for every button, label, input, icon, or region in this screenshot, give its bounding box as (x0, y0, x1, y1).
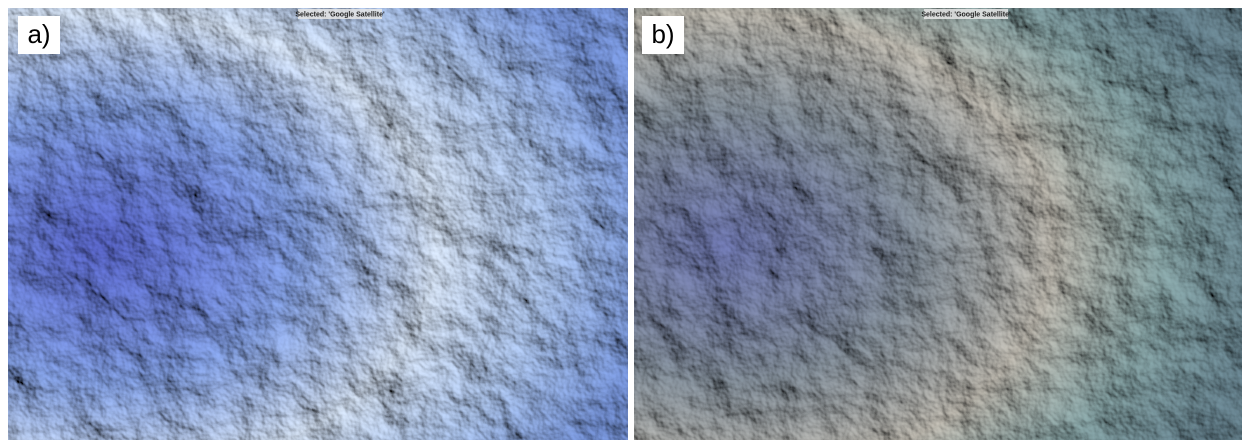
figure: Selected: 'Google Satellite' a) Selected… (0, 0, 1248, 440)
panel-label: b) (651, 19, 674, 49)
panel-a: Selected: 'Google Satellite' a) (8, 8, 628, 440)
panel-b: Selected: 'Google Satellite' b) (634, 8, 1242, 440)
terrain-image (8, 8, 628, 440)
status-text: Selected: 'Google Satellite' (295, 11, 385, 18)
status-text: Selected: 'Google Satellite' (921, 11, 1011, 18)
terrain-image (634, 8, 1242, 440)
panel-label: a) (27, 19, 50, 49)
